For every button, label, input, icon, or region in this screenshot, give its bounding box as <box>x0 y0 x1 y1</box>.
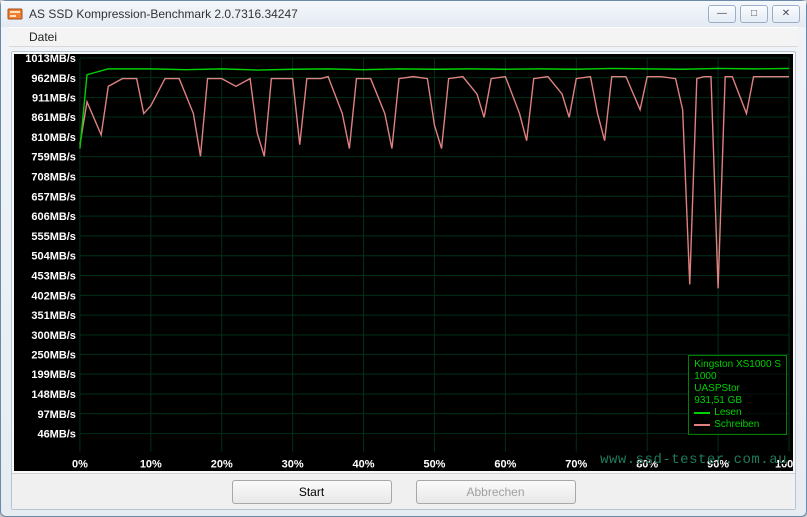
menu-file[interactable]: Datei <box>21 28 65 46</box>
svg-text:300MB/s: 300MB/s <box>31 329 76 341</box>
window-title: AS SSD Kompression-Benchmark 2.0.7316.34… <box>29 7 708 21</box>
app-icon <box>7 6 23 22</box>
svg-text:453MB/s: 453MB/s <box>31 270 76 282</box>
maximize-button[interactable]: □ <box>740 5 768 23</box>
svg-text:657MB/s: 657MB/s <box>31 191 76 203</box>
svg-text:199MB/s: 199MB/s <box>31 369 76 381</box>
svg-text:351MB/s: 351MB/s <box>31 310 76 322</box>
svg-text:250MB/s: 250MB/s <box>31 349 76 361</box>
svg-text:10%: 10% <box>140 458 162 470</box>
svg-text:759MB/s: 759MB/s <box>31 151 76 163</box>
svg-text:40%: 40% <box>353 458 375 470</box>
svg-text:911MB/s: 911MB/s <box>32 92 76 104</box>
svg-text:20%: 20% <box>211 458 233 470</box>
button-row: Start Abbrechen <box>12 473 795 509</box>
start-button[interactable]: Start <box>232 480 392 504</box>
legend-label-write: Schreiben <box>714 419 759 431</box>
svg-text:0%: 0% <box>72 458 88 470</box>
svg-text:402MB/s: 402MB/s <box>31 290 76 302</box>
legend-swatch-read <box>694 412 710 414</box>
svg-text:810MB/s: 810MB/s <box>31 131 76 143</box>
svg-text:50%: 50% <box>423 458 445 470</box>
legend-box: Kingston XS1000 S 1000 UASPStor 931,51 G… <box>688 355 787 435</box>
svg-text:30%: 30% <box>282 458 304 470</box>
abort-button[interactable]: Abbrechen <box>416 480 576 504</box>
legend-device-line2: 1000 <box>694 371 781 383</box>
svg-text:148MB/s: 148MB/s <box>31 389 76 401</box>
titlebar: AS SSD Kompression-Benchmark 2.0.7316.34… <box>1 1 806 27</box>
legend-row-read: Lesen <box>694 407 781 419</box>
legend-device-line1: Kingston XS1000 S <box>694 359 781 371</box>
svg-text:1013MB/s: 1013MB/s <box>25 54 76 65</box>
chart-area: 0%10%20%30%40%50%60%70%80%90%100%46MB/s9… <box>14 54 793 471</box>
legend-label-read: Lesen <box>714 407 741 419</box>
minimize-button[interactable]: — <box>708 5 736 23</box>
close-button[interactable]: ✕ <box>772 5 800 23</box>
svg-text:962MB/s: 962MB/s <box>31 72 76 84</box>
app-window: AS SSD Kompression-Benchmark 2.0.7316.34… <box>0 0 807 517</box>
legend-controller: UASPStor <box>694 383 781 395</box>
svg-text:504MB/s: 504MB/s <box>31 250 76 262</box>
svg-text:97MB/s: 97MB/s <box>37 408 75 420</box>
legend-capacity: 931,51 GB <box>694 395 781 407</box>
svg-text:555MB/s: 555MB/s <box>31 230 76 242</box>
compression-chart: 0%10%20%30%40%50%60%70%80%90%100%46MB/s9… <box>14 54 793 471</box>
window-buttons: — □ ✕ <box>708 5 800 23</box>
svg-text:861MB/s: 861MB/s <box>31 112 76 124</box>
svg-text:60%: 60% <box>494 458 516 470</box>
menubar: Datei <box>9 27 798 47</box>
svg-text:708MB/s: 708MB/s <box>31 171 76 183</box>
svg-text:606MB/s: 606MB/s <box>31 211 76 223</box>
legend-row-write: Schreiben <box>694 419 781 431</box>
content-pane: 0%10%20%30%40%50%60%70%80%90%100%46MB/s9… <box>11 51 796 510</box>
svg-text:46MB/s: 46MB/s <box>37 428 75 440</box>
legend-swatch-write <box>694 424 710 426</box>
svg-text:70%: 70% <box>565 458 587 470</box>
watermark: www.ssd-tester.com.au <box>600 452 787 468</box>
